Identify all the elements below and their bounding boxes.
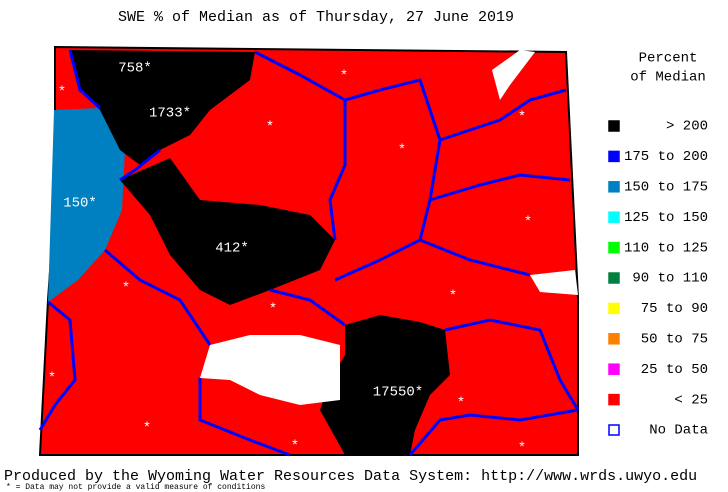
basin-boundaries xyxy=(38,49,580,457)
basin-label: * xyxy=(48,371,56,387)
legend-swatch xyxy=(608,120,620,132)
basin-fill xyxy=(120,158,335,305)
boundary xyxy=(444,318,580,411)
no-data-area xyxy=(530,270,578,295)
basin-label: 17550* xyxy=(373,385,423,401)
boundary xyxy=(419,238,531,277)
basin-label: * xyxy=(524,215,532,231)
legend-swatch xyxy=(608,272,620,284)
basin-label: * xyxy=(143,421,151,437)
legend-label: 90 to 110 xyxy=(632,271,708,287)
boundary xyxy=(439,88,567,142)
boundary xyxy=(104,248,212,346)
legend-label: 125 to 150 xyxy=(624,210,708,226)
legend-label: 50 to 75 xyxy=(641,332,708,348)
legend-label: > 200 xyxy=(666,119,708,135)
legend-label: No Data xyxy=(649,423,708,439)
basin-label: 412* xyxy=(215,241,249,257)
legend-swatch xyxy=(608,333,620,345)
no-data-area xyxy=(492,50,535,100)
basin-label: 1733* xyxy=(149,106,191,122)
legend-title: of Median xyxy=(630,70,706,86)
footer-note: * = Data may not provide a valid measure… xyxy=(6,483,265,492)
basin-label: * xyxy=(398,143,406,159)
basin-fill xyxy=(48,108,125,302)
no-data-area xyxy=(200,335,340,405)
basin-label: * xyxy=(266,120,274,136)
legend-swatch xyxy=(608,211,620,223)
basin-label: * xyxy=(269,302,277,318)
basin-fill xyxy=(70,50,255,165)
boundary xyxy=(68,49,102,110)
legend-swatch xyxy=(608,393,620,406)
legend-label: 110 to 125 xyxy=(624,240,708,256)
basin-label: * xyxy=(291,439,299,455)
basin-fill xyxy=(320,315,450,455)
legend: Percent of Median > 200 175 to 200 150 to 17… xyxy=(608,51,708,439)
basin-label: * xyxy=(518,110,526,126)
legend-label: 75 to 90 xyxy=(641,301,708,317)
boundary xyxy=(408,408,579,456)
boundary xyxy=(334,78,442,282)
legend-label: < 25 xyxy=(674,392,708,408)
boundary xyxy=(198,378,291,457)
legend-label: 175 to 200 xyxy=(624,149,708,165)
basin-label: 758* xyxy=(118,61,152,77)
basin-label: * xyxy=(457,396,465,412)
legend-swatch xyxy=(608,424,620,436)
boundary xyxy=(38,300,77,431)
basin-label: * xyxy=(449,289,457,305)
legend-swatch xyxy=(608,150,620,163)
legend-label: 150 to 175 xyxy=(624,180,708,196)
legend-title: Percent xyxy=(639,51,698,67)
basin-label: * xyxy=(58,85,66,101)
boundary xyxy=(254,50,347,241)
basin-labels: 758* 1733* * * * * * 150* 412* * * * * * * 17550* * * * xyxy=(48,61,532,457)
legend-swatch xyxy=(608,181,620,193)
map-title: SWE % of Median as of Thursday, 27 June … xyxy=(118,9,514,26)
footer-credit: Produced by the Wyoming Water Resources … xyxy=(4,468,697,485)
state-map xyxy=(38,45,580,457)
legend-swatch xyxy=(608,302,620,315)
legend-swatch xyxy=(608,241,620,254)
basin-label: * xyxy=(518,441,526,457)
legend-label: 25 to 50 xyxy=(641,362,708,378)
boundary xyxy=(119,148,161,182)
basin-label: * xyxy=(122,281,130,297)
basin-label: 150* xyxy=(63,196,97,212)
boundary xyxy=(429,173,571,202)
legend-swatch xyxy=(608,363,620,375)
basin-label: * xyxy=(340,69,348,85)
boundary xyxy=(269,288,346,327)
